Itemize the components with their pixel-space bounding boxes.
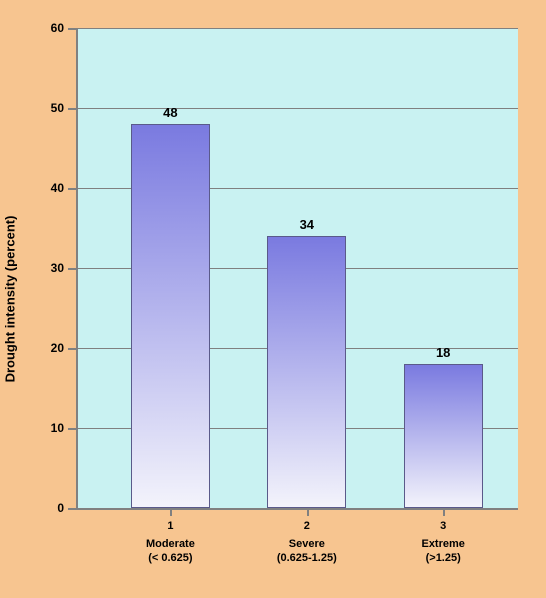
y-tick xyxy=(68,268,78,270)
y-tick-label: 30 xyxy=(51,261,64,275)
x-tick-number: 3 xyxy=(440,520,446,532)
x-tick-number: 2 xyxy=(304,520,310,532)
x-tick-category: Severe xyxy=(289,538,325,550)
y-tick xyxy=(68,108,78,110)
y-tick xyxy=(68,428,78,430)
x-tick xyxy=(307,508,309,516)
y-tick xyxy=(68,188,78,190)
x-tick-category: Moderate xyxy=(146,538,195,550)
x-tick-subtitle: (< 0.625) xyxy=(148,552,192,564)
x-tick-number: 1 xyxy=(167,520,173,532)
gridline xyxy=(78,28,518,29)
bar-value-label: 18 xyxy=(436,345,450,360)
x-tick xyxy=(443,508,445,516)
y-tick xyxy=(68,348,78,350)
x-tick xyxy=(170,508,172,516)
bar xyxy=(404,364,483,508)
y-tick-label: 60 xyxy=(51,21,64,35)
x-tick-category: Extreme xyxy=(421,538,464,550)
y-tick xyxy=(68,508,78,510)
y-tick-label: 0 xyxy=(57,501,64,515)
chart-outer: Drought intensity (percent) 010203040506… xyxy=(0,0,546,598)
y-tick-label: 20 xyxy=(51,341,64,355)
x-tick-subtitle: (0.625-1.25) xyxy=(277,552,337,564)
bar-fill xyxy=(405,365,482,507)
x-tick-subtitle: (>1.25) xyxy=(426,552,461,564)
plot-area: 0102030405060481Moderate(< 0.625)342Seve… xyxy=(76,28,518,510)
y-axis-label: Drought intensity (percent) xyxy=(3,216,18,383)
y-tick-label: 10 xyxy=(51,421,64,435)
bar-value-label: 34 xyxy=(300,217,314,232)
bar-fill xyxy=(132,125,209,507)
bar-fill xyxy=(268,237,345,507)
bar-value-label: 48 xyxy=(163,105,177,120)
chart-container: Drought intensity (percent) 010203040506… xyxy=(18,18,528,580)
gridline xyxy=(78,108,518,109)
bar xyxy=(267,236,346,508)
y-tick-label: 50 xyxy=(51,101,64,115)
y-tick xyxy=(68,28,78,30)
y-tick-label: 40 xyxy=(51,181,64,195)
plot-wrap: 0102030405060481Moderate(< 0.625)342Seve… xyxy=(76,28,518,510)
bar xyxy=(131,124,210,508)
